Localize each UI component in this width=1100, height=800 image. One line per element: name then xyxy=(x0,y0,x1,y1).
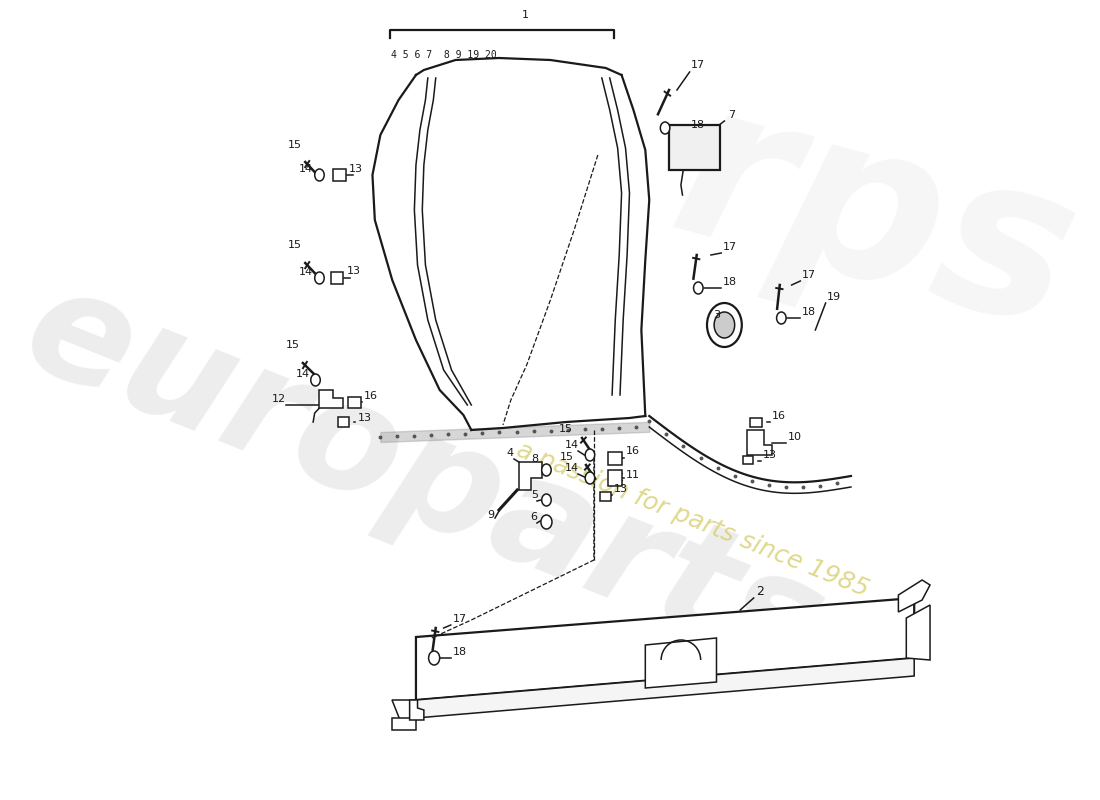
Circle shape xyxy=(694,282,703,294)
Text: 4 5 6 7  8 9 19 20: 4 5 6 7 8 9 19 20 xyxy=(392,50,497,60)
Circle shape xyxy=(541,464,551,476)
Bar xyxy=(608,470,623,486)
Text: 13: 13 xyxy=(762,450,777,460)
Text: 14: 14 xyxy=(299,164,314,174)
Bar xyxy=(669,125,720,170)
Circle shape xyxy=(541,515,552,529)
Text: 18: 18 xyxy=(452,647,466,657)
Circle shape xyxy=(777,312,786,324)
Text: 1: 1 xyxy=(521,10,529,20)
Text: 12: 12 xyxy=(272,394,286,404)
Text: 9: 9 xyxy=(487,510,494,520)
Circle shape xyxy=(707,303,741,347)
Polygon shape xyxy=(393,700,416,720)
Text: 16: 16 xyxy=(772,411,785,421)
Text: 6: 6 xyxy=(530,512,538,522)
Polygon shape xyxy=(416,598,914,700)
Bar xyxy=(338,417,349,427)
Text: 11: 11 xyxy=(626,470,639,480)
Bar xyxy=(333,169,345,181)
Text: 8: 8 xyxy=(531,454,539,464)
Text: 13: 13 xyxy=(358,413,372,423)
Text: 16: 16 xyxy=(364,391,377,401)
Text: 17: 17 xyxy=(723,242,737,252)
Polygon shape xyxy=(409,700,424,720)
Text: rps: rps xyxy=(653,65,1096,375)
Text: 15: 15 xyxy=(560,452,574,462)
Text: 7: 7 xyxy=(728,110,736,120)
Circle shape xyxy=(315,169,324,181)
Polygon shape xyxy=(899,580,930,612)
Circle shape xyxy=(429,651,440,665)
Bar xyxy=(750,418,761,426)
Text: 15: 15 xyxy=(288,240,301,250)
Text: 17: 17 xyxy=(691,60,705,70)
Circle shape xyxy=(585,472,595,484)
Circle shape xyxy=(585,449,595,461)
Text: 13: 13 xyxy=(346,266,361,276)
Circle shape xyxy=(541,494,551,506)
Text: 10: 10 xyxy=(788,432,802,442)
Polygon shape xyxy=(519,462,542,490)
Polygon shape xyxy=(646,638,716,688)
Text: 14: 14 xyxy=(296,369,310,379)
Polygon shape xyxy=(747,430,772,455)
Bar xyxy=(742,456,754,464)
Circle shape xyxy=(714,312,735,338)
Text: 19: 19 xyxy=(827,292,842,302)
Circle shape xyxy=(311,374,320,386)
Circle shape xyxy=(660,122,670,134)
Text: 4: 4 xyxy=(506,448,514,458)
Text: 13: 13 xyxy=(614,484,628,494)
Text: 15: 15 xyxy=(559,424,572,434)
Text: 15: 15 xyxy=(288,140,301,150)
Polygon shape xyxy=(416,658,914,718)
Text: 17: 17 xyxy=(452,614,466,624)
Text: 18: 18 xyxy=(802,307,816,317)
Text: europarts: europarts xyxy=(4,253,844,707)
Polygon shape xyxy=(319,390,343,408)
Text: a passion for parts since 1985: a passion for parts since 1985 xyxy=(513,438,872,602)
Circle shape xyxy=(315,272,324,284)
Text: 17: 17 xyxy=(802,270,816,280)
Text: 15: 15 xyxy=(286,340,299,350)
Text: 13: 13 xyxy=(349,164,363,174)
Text: 18: 18 xyxy=(691,120,705,130)
Text: 16: 16 xyxy=(626,446,639,456)
Text: 14: 14 xyxy=(299,267,314,277)
Bar xyxy=(601,491,612,501)
Text: 14: 14 xyxy=(564,463,579,473)
Text: 3: 3 xyxy=(713,310,721,320)
Text: 5: 5 xyxy=(530,490,538,500)
Polygon shape xyxy=(906,605,930,660)
Polygon shape xyxy=(393,718,416,730)
Text: 18: 18 xyxy=(723,277,737,287)
Bar xyxy=(348,397,361,407)
Bar xyxy=(330,272,343,284)
Bar xyxy=(608,451,623,465)
Text: 14: 14 xyxy=(564,440,579,450)
Text: 2: 2 xyxy=(756,585,763,598)
